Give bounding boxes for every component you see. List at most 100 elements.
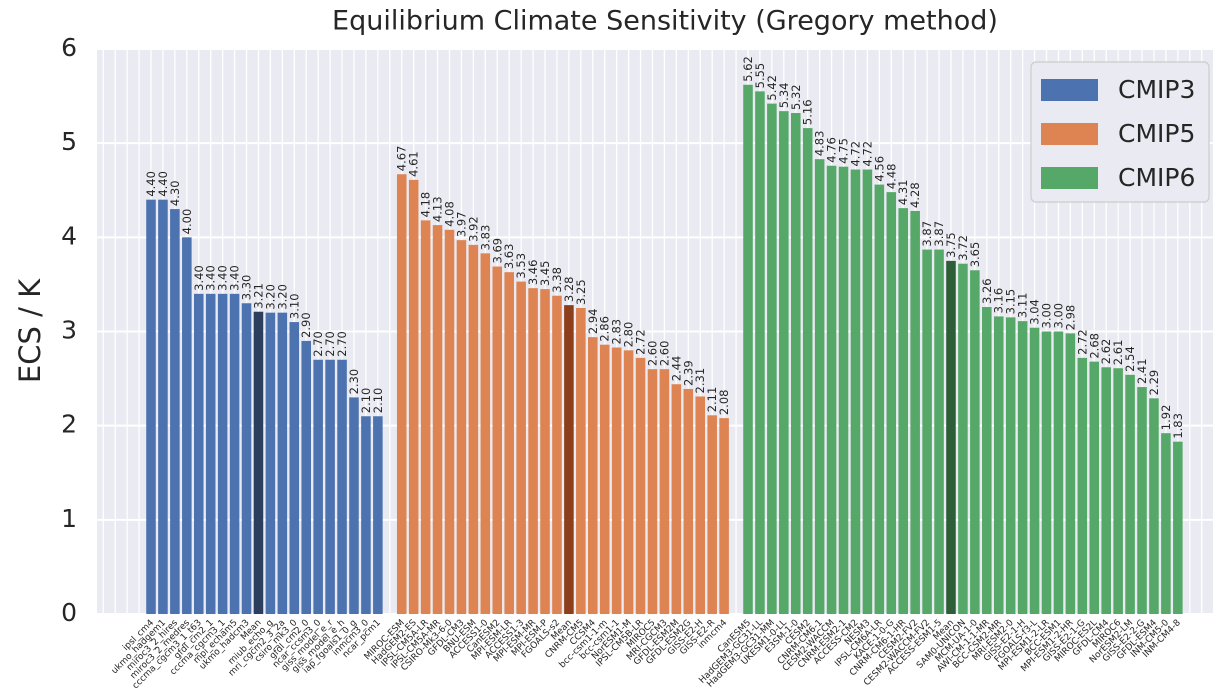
bar — [922, 249, 932, 614]
bar — [564, 305, 574, 614]
value-label: 3.45 — [538, 261, 552, 287]
bar — [1125, 374, 1135, 614]
bar — [993, 316, 1004, 614]
value-label: 2.11 — [705, 387, 719, 413]
value-label: 2.39 — [681, 360, 695, 386]
value-label: 2.10 — [359, 388, 373, 414]
value-label: 3.75 — [944, 232, 958, 258]
value-label: 2.70 — [335, 331, 349, 357]
value-label: 2.08 — [717, 390, 731, 416]
bar — [325, 359, 335, 614]
value-label: 5.55 — [753, 63, 767, 89]
value-label: 2.60 — [645, 341, 659, 367]
value-label: 3.40 — [192, 265, 206, 291]
bar — [1005, 317, 1016, 614]
y-tick-label: 2 — [61, 410, 77, 439]
value-label: 2.62 — [1099, 339, 1113, 365]
bar — [1077, 357, 1088, 614]
value-label: 2.30 — [347, 369, 361, 395]
bar — [862, 169, 873, 615]
y-axis-label: ECS / K — [13, 278, 47, 383]
value-label: 3.20 — [275, 284, 289, 310]
value-label: 2.98 — [1063, 305, 1077, 331]
legend-swatch — [1041, 79, 1098, 101]
bar — [874, 184, 885, 614]
value-label: 3.25 — [574, 279, 588, 305]
y-tick-label: 0 — [61, 598, 77, 627]
value-label: 1.83 — [1171, 413, 1185, 439]
value-label: 2.86 — [598, 316, 612, 342]
bar — [1113, 368, 1123, 614]
value-label: 3.21 — [251, 283, 265, 309]
chart-title: Equilibrium Climate Sensitivity (Gregory… — [332, 6, 998, 37]
value-label: 3.97 — [454, 212, 468, 238]
bar — [420, 220, 431, 614]
value-label: 2.61 — [1111, 340, 1125, 366]
bar — [552, 295, 562, 614]
bar — [1065, 333, 1076, 614]
value-label: 3.65 — [968, 242, 982, 268]
bar — [337, 359, 347, 614]
value-label: 3.69 — [490, 238, 504, 264]
value-label: 4.40 — [156, 171, 170, 197]
value-label: 3.38 — [550, 267, 564, 293]
bar — [683, 388, 694, 614]
bar — [146, 199, 156, 614]
value-label: 3.20 — [263, 284, 277, 310]
value-label: 2.94 — [586, 309, 600, 335]
bar — [396, 174, 407, 614]
bar — [1089, 361, 1100, 614]
bar — [635, 357, 646, 614]
bar — [540, 289, 550, 614]
value-label: 4.31 — [896, 180, 910, 206]
bar — [408, 179, 419, 614]
value-label: 2.72 — [634, 329, 648, 355]
value-label: 4.13 — [431, 196, 445, 222]
bar — [253, 311, 264, 614]
value-label: 3.46 — [526, 260, 540, 286]
value-label: 5.32 — [789, 84, 803, 110]
bar — [432, 225, 443, 614]
value-label: 3.28 — [562, 277, 576, 303]
value-label: 2.29 — [1147, 370, 1161, 396]
bar — [838, 166, 849, 615]
value-label: 2.70 — [311, 331, 325, 357]
bar — [982, 307, 992, 614]
bar — [826, 165, 837, 614]
legend-label: CMIP5 — [1118, 119, 1195, 148]
value-label: 4.48 — [884, 164, 898, 190]
value-label: 4.30 — [168, 180, 182, 206]
bar — [767, 103, 777, 614]
bar — [802, 128, 813, 614]
y-tick-label: 3 — [61, 316, 77, 345]
bar — [1149, 398, 1159, 614]
value-label: 4.83 — [813, 131, 827, 157]
value-label: 2.44 — [669, 356, 683, 382]
value-label: 3.16 — [992, 288, 1006, 314]
value-label: 5.16 — [801, 99, 815, 125]
bar — [743, 84, 753, 615]
y-tick-label: 4 — [61, 221, 77, 250]
value-label: 4.00 — [180, 209, 194, 235]
value-label: 3.83 — [478, 225, 492, 251]
value-label: 3.72 — [956, 235, 970, 261]
bar — [779, 111, 789, 615]
value-label: 4.18 — [419, 192, 433, 218]
bar — [611, 347, 622, 614]
bar — [313, 359, 323, 614]
value-label: 1.92 — [1159, 405, 1173, 431]
bar — [647, 369, 658, 614]
bar — [946, 260, 956, 614]
bar — [504, 272, 514, 614]
legend-swatch — [1041, 123, 1098, 145]
value-label: 5.42 — [765, 75, 779, 101]
bar — [623, 350, 634, 614]
bar — [170, 209, 180, 615]
value-label: 3.10 — [287, 293, 301, 319]
bar — [576, 307, 586, 614]
bar — [373, 416, 383, 614]
bar — [755, 91, 765, 614]
bar — [958, 263, 968, 614]
bar — [492, 266, 503, 614]
